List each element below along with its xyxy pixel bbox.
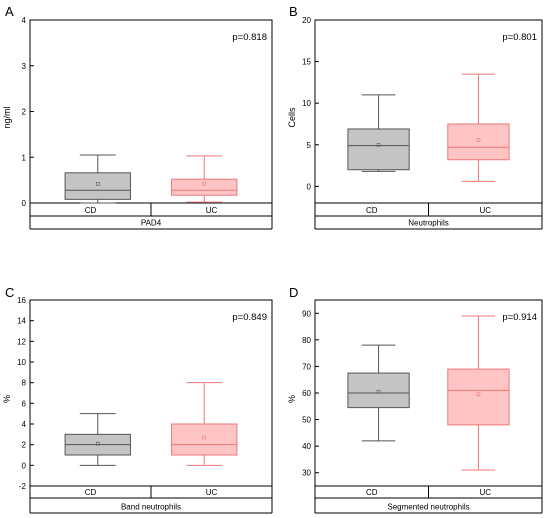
group-label: Segmented neutrophils: [387, 503, 469, 512]
y-tick-label: 5: [307, 141, 312, 150]
mean-marker: [95, 181, 100, 186]
y-tick-label: 10: [17, 358, 26, 367]
y-tick-label: 8: [22, 379, 27, 388]
y-tick-label: 0: [22, 199, 27, 208]
box-iqr: [447, 123, 510, 161]
y-axis-label: ng/ml: [2, 106, 12, 128]
y-tick-label: 14: [17, 317, 26, 326]
panel-A: A PAD4 0 1 2 3 4 ng/ml p=0.818 CD UC: [2, 4, 273, 230]
box-cd: [64, 413, 131, 466]
y-tick-label: -2: [19, 482, 27, 491]
panel-letter: B: [289, 4, 298, 19]
box-iqr: [347, 128, 410, 171]
y-tick-label: 4: [22, 16, 27, 25]
y-tick-label: 10: [302, 99, 311, 108]
y-tick-label: 1: [22, 153, 27, 162]
mean-marker: [476, 392, 481, 397]
y-tick-label: 12: [17, 337, 26, 346]
y-axis-label: %: [2, 395, 12, 403]
y-tick-label: 3: [22, 62, 27, 71]
y-axis-label: %: [287, 395, 297, 403]
plot-frame: [314, 19, 543, 204]
p-value-label: p=0.801: [502, 32, 537, 43]
plot-frame: [29, 299, 273, 487]
category-label: UC: [479, 206, 491, 215]
mean-marker: [476, 137, 481, 142]
y-tick-label: 80: [302, 336, 311, 345]
y-axis-label: Cells: [287, 107, 297, 128]
y-tick-label: 50: [302, 416, 311, 425]
mean-marker: [376, 389, 381, 394]
category-label: UC: [479, 488, 491, 497]
mean-marker: [376, 142, 381, 147]
panel-B: B Neutrophils 0 5 10 15 20 Cells p=0.801 CD UC: [287, 4, 543, 230]
category-label: CD: [85, 206, 97, 215]
panel-C: C Band neutrophils -2 0 2 4 6 8 10 12 14 16% p=0.849…: [2, 285, 273, 514]
p-value-label: p=0.818: [232, 32, 267, 43]
y-tick-label: 0: [22, 461, 27, 470]
y-tick-label: 6: [22, 399, 27, 408]
box-uc: [171, 155, 238, 203]
group-label: Neutrophils: [408, 219, 448, 228]
y-tick-label: 4: [22, 420, 27, 429]
y-tick-label: 40: [302, 442, 311, 451]
mean-marker: [202, 181, 207, 186]
category-label: CD: [366, 488, 378, 497]
y-tick-label: 0: [307, 182, 312, 191]
box-cd: [347, 344, 410, 442]
box-cd: [64, 154, 131, 204]
box-iqr: [171, 178, 238, 196]
y-tick-label: 2: [22, 108, 27, 117]
p-value-label: p=0.914: [502, 312, 537, 323]
y-tick-label: 15: [302, 58, 311, 67]
y-tick-label: 60: [302, 389, 311, 398]
mean-marker: [95, 441, 100, 446]
y-tick-label: 16: [17, 296, 26, 305]
y-tick-label: 20: [302, 16, 311, 25]
y-tick-label: 30: [302, 469, 311, 478]
panel-D: D Segmented neutrophils 30 40 50 60 70 80 90% p=0…: [287, 285, 543, 514]
y-tick-label: 90: [302, 309, 311, 318]
box-uc: [447, 315, 510, 471]
category-label: CD: [85, 488, 97, 497]
box-uc: [447, 73, 510, 182]
box-uc: [171, 382, 238, 466]
category-label: UC: [206, 206, 218, 215]
group-label: PAD4: [141, 219, 162, 228]
box-iqr: [64, 172, 131, 200]
p-value-label: p=0.849: [232, 312, 267, 323]
category-label: CD: [366, 206, 378, 215]
box-iqr: [447, 368, 510, 426]
panel-letter: D: [289, 285, 298, 300]
panel-letter: C: [5, 285, 14, 300]
y-tick-label: 70: [302, 362, 311, 371]
box-iqr: [171, 423, 238, 456]
group-label: Band neutrophils: [121, 503, 181, 512]
category-label: UC: [206, 488, 218, 497]
box-cd: [347, 94, 410, 172]
y-tick-label: 2: [22, 441, 27, 450]
mean-marker: [202, 435, 207, 440]
panel-letter: A: [5, 4, 14, 19]
